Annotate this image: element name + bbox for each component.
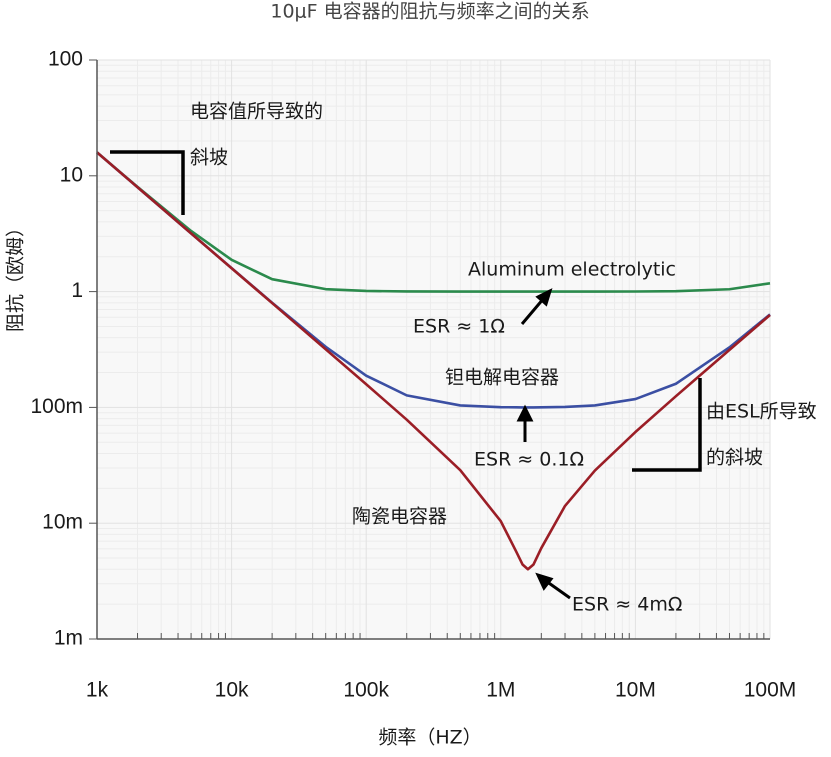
- annotation: ESR ≈ 4mΩ: [572, 594, 682, 616]
- x-axis-label: 频率（HZ）: [378, 727, 481, 749]
- series-line: [96, 151, 771, 571]
- slope-bracket: [110, 150, 185, 215]
- arrow: [545, 579, 571, 600]
- arrow-head: [535, 572, 554, 591]
- arrows: [516, 288, 571, 600]
- x-tick-label: 10k: [215, 679, 249, 702]
- y-tick-label: 100m: [30, 395, 83, 418]
- series-label: 陶瓷电容器: [352, 506, 447, 528]
- series-line: [96, 151, 771, 293]
- annotation: ESR ≈ 0.1Ω: [474, 449, 584, 471]
- y-tick-label: 100: [48, 48, 83, 71]
- x-tick-label: 10M: [615, 679, 656, 702]
- plot-area: [97, 60, 770, 639]
- arrow: [520, 297, 546, 325]
- annotation: 电容值所导致的: [190, 101, 323, 123]
- y-tick-label: 10: [60, 163, 83, 186]
- annotation: 的斜坡: [706, 447, 763, 469]
- series-label: 钽电解电容器: [445, 367, 559, 389]
- slope-bracket: [632, 378, 702, 472]
- x-tick-label: 100M: [744, 679, 797, 702]
- marks: [96, 151, 771, 571]
- arrow-head: [535, 288, 553, 307]
- y-tick-label: 10m: [42, 511, 83, 534]
- y-tick-label: 1: [71, 279, 83, 302]
- series-label: Aluminum electrolytic: [468, 259, 676, 281]
- x-tick-label: 1k: [86, 679, 109, 702]
- y-tick-label: 1m: [54, 627, 83, 650]
- chart-title: 10μF 电容器的阻抗与频率之间的关系: [270, 1, 589, 23]
- x-tick-label: 1M: [486, 679, 515, 702]
- annotation: 斜坡: [190, 147, 228, 169]
- y-axis-label: 阻抗（欧姆）: [5, 218, 27, 332]
- arrow-head: [516, 404, 534, 422]
- annotation: ESR ≈ 1Ω: [413, 316, 505, 338]
- x-tick-label: 100k: [343, 679, 389, 702]
- annotation: 由ESL所导致: [706, 401, 817, 423]
